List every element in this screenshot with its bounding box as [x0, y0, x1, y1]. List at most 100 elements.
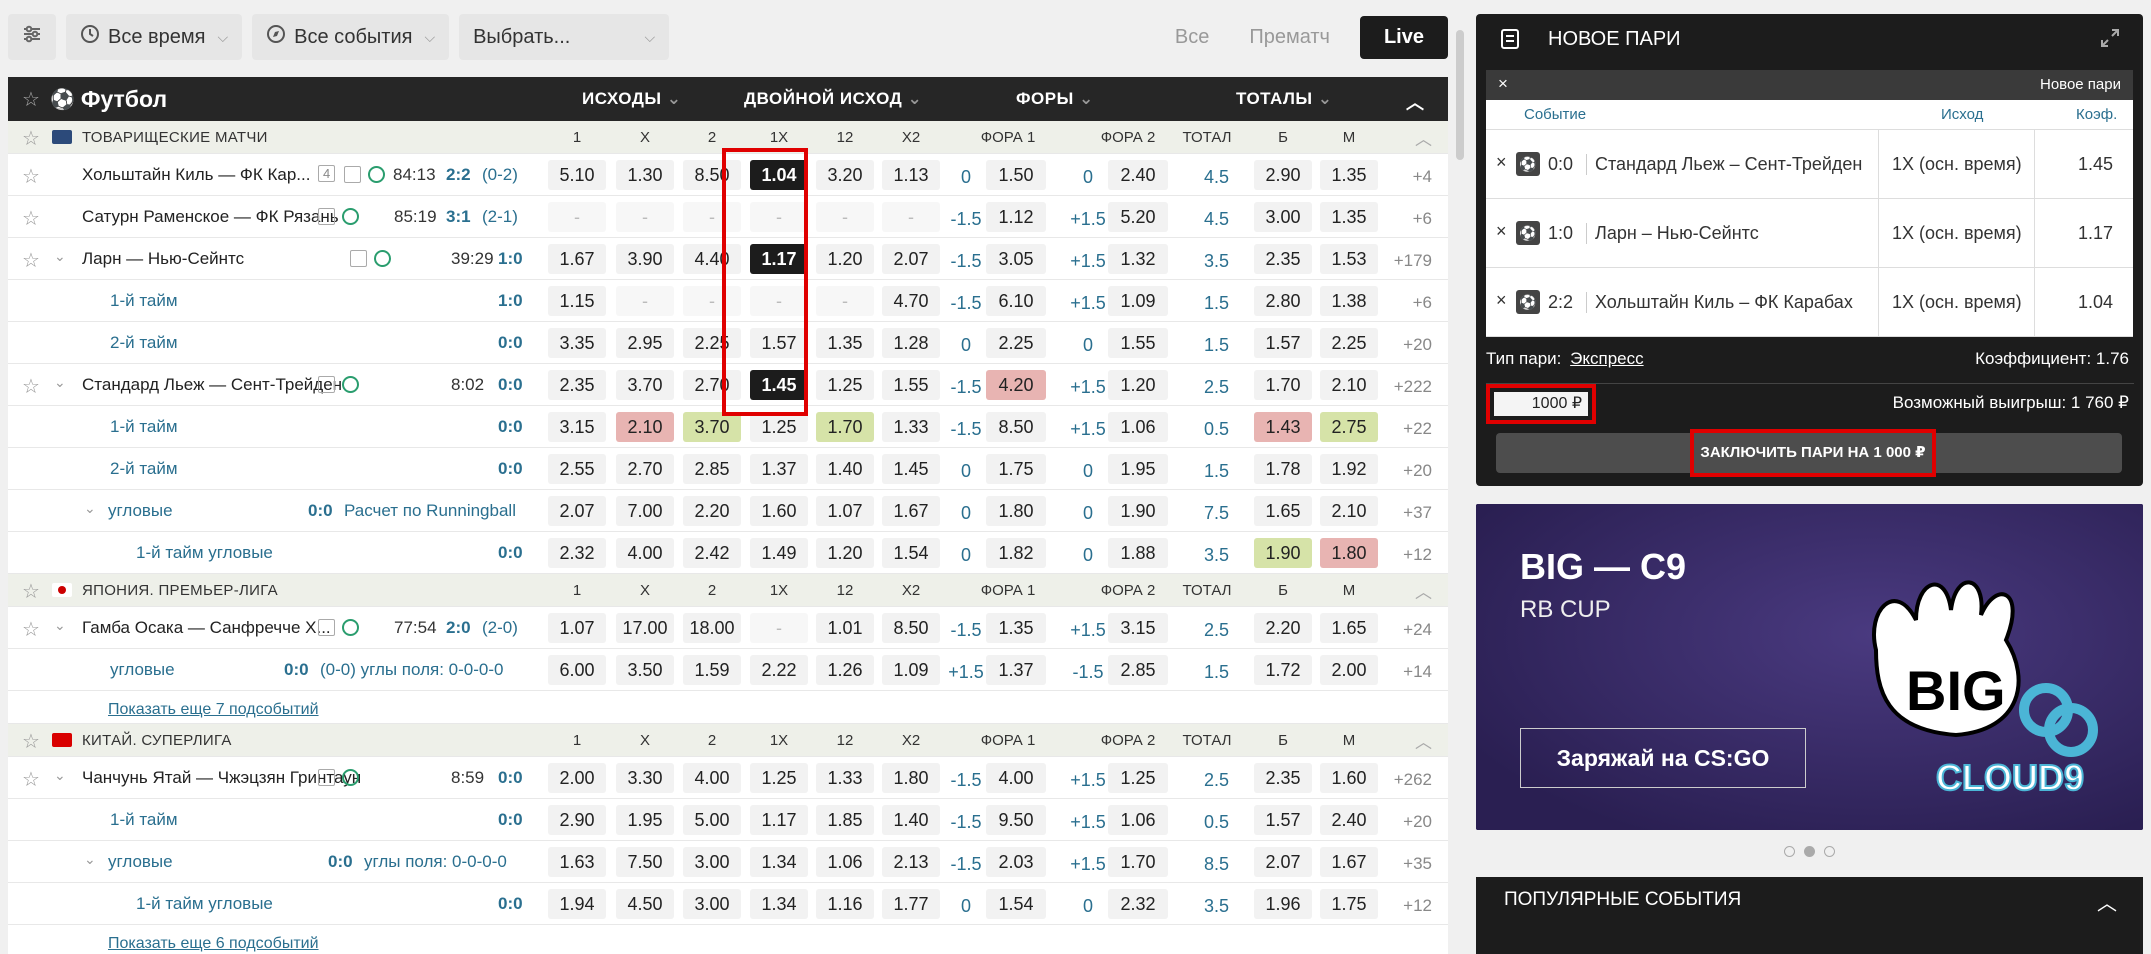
odds-cell[interactable]: 1.04: [750, 160, 808, 190]
odds-cell[interactable]: 1.07: [816, 496, 874, 526]
odds-cell[interactable]: 2.85: [1108, 655, 1168, 685]
chevron-down-icon[interactable]: ⌄: [54, 248, 66, 264]
odds-cell[interactable]: 3.00: [683, 847, 741, 877]
more-markets-count[interactable]: +262: [1393, 770, 1432, 789]
odds-cell[interactable]: 2.20: [1254, 613, 1312, 643]
odds-cell[interactable]: 1.06: [816, 847, 874, 877]
event-name[interactable]: угловые: [108, 852, 173, 871]
market-double[interactable]: ДВОЙНОЙ ИСХОД ⌄: [744, 89, 923, 108]
odds-cell[interactable]: 18.00: [683, 613, 741, 643]
more-markets-count[interactable]: +6: [1412, 293, 1432, 312]
more-markets-count[interactable]: +12: [1403, 896, 1432, 915]
stats-icon[interactable]: [318, 208, 335, 225]
odds-cell[interactable]: 2.55: [548, 454, 606, 484]
odds-cell[interactable]: 1.26: [816, 655, 874, 685]
event-name[interactable]: 1-й тайм: [110, 417, 178, 436]
star-icon[interactable]: ☆: [22, 250, 40, 272]
remove-icon[interactable]: ×: [1496, 290, 1507, 310]
star-icon[interactable]: ☆: [22, 88, 40, 111]
odds-cell[interactable]: 1.37: [986, 655, 1046, 685]
more-markets-count[interactable]: +35: [1403, 854, 1432, 873]
tab-all[interactable]: Все: [1174, 25, 1210, 48]
promo-banner[interactable]: BIG — C9 RB CUP Заряжай на CS:GO BIG CLO…: [1476, 504, 2143, 830]
more-markets-count[interactable]: +22: [1403, 419, 1432, 438]
odds-cell[interactable]: 1.40: [816, 454, 874, 484]
odds-cell[interactable]: 1.33: [816, 763, 874, 793]
stats-icon[interactable]: [318, 619, 335, 636]
remove-icon[interactable]: ×: [1496, 152, 1507, 172]
more-markets-count[interactable]: +179: [1393, 251, 1432, 270]
close-icon[interactable]: ×: [1498, 74, 1508, 93]
odds-cell[interactable]: 3.70: [683, 412, 741, 442]
odds-cell[interactable]: 2.32: [1108, 889, 1168, 919]
odds-cell[interactable]: 1.80: [986, 496, 1046, 526]
odds-cell[interactable]: 4.00: [986, 763, 1046, 793]
time-filter-dropdown[interactable]: Все время ⌵: [66, 14, 243, 60]
event-name[interactable]: 1-й тайм: [110, 291, 178, 310]
odds-cell[interactable]: 1.07: [548, 613, 606, 643]
odds-cell[interactable]: 1.20: [816, 538, 874, 568]
odds-cell[interactable]: 7.50: [616, 847, 674, 877]
star-icon[interactable]: ☆: [22, 128, 40, 150]
chevron-down-icon[interactable]: ⌄: [54, 767, 66, 783]
odds-cell[interactable]: 2.40: [1320, 805, 1378, 835]
odds-cell[interactable]: 1.20: [1108, 370, 1168, 400]
odds-cell[interactable]: 1.12: [986, 202, 1046, 232]
odds-cell[interactable]: 1.50: [986, 160, 1046, 190]
odds-cell[interactable]: 6.00: [548, 655, 606, 685]
odds-cell[interactable]: 1.25: [750, 412, 808, 442]
odds-cell[interactable]: 2.25: [683, 328, 741, 358]
event-name[interactable]: Ларн — Нью-Сейнтс: [82, 249, 245, 268]
more-markets-count[interactable]: +14: [1403, 662, 1432, 681]
odds-cell[interactable]: 1.17: [750, 244, 808, 274]
odds-cell[interactable]: 1.33: [882, 412, 940, 442]
odds-cell[interactable]: 1.55: [1108, 328, 1168, 358]
odds-cell[interactable]: 1.67: [548, 244, 606, 274]
market-outcomes[interactable]: ИСХОДЫ ⌄: [582, 89, 682, 108]
odds-cell[interactable]: 2.70: [616, 454, 674, 484]
event-name[interactable]: Хольштайн Киль — ФК Кар...: [82, 165, 311, 184]
more-markets-count[interactable]: +20: [1403, 812, 1432, 831]
odds-cell[interactable]: 2.10: [1320, 370, 1378, 400]
odds-cell[interactable]: 1.37: [750, 454, 808, 484]
odds-cell[interactable]: 1.67: [882, 496, 940, 526]
more-markets-count[interactable]: +6: [1412, 209, 1432, 228]
odds-cell[interactable]: 2.90: [548, 805, 606, 835]
odds-cell[interactable]: 1.70: [1254, 370, 1312, 400]
star-icon[interactable]: ☆: [22, 581, 40, 603]
tab-prematch[interactable]: Прематч: [1249, 25, 1330, 48]
odds-cell[interactable]: 2.07: [548, 496, 606, 526]
odds-cell[interactable]: 1.32: [1108, 244, 1168, 274]
star-icon[interactable]: ☆: [22, 731, 40, 753]
odds-cell[interactable]: 1.67: [1320, 847, 1378, 877]
odds-cell[interactable]: 2.80: [1254, 286, 1312, 316]
odds-cell[interactable]: 1.35: [986, 613, 1046, 643]
event-name[interactable]: Сатурн Раменское — ФК Рязань: [82, 207, 339, 226]
odds-cell[interactable]: 2.00: [1320, 655, 1378, 685]
odds-cell[interactable]: 3.05: [986, 244, 1046, 274]
odds-cell[interactable]: 1.09: [1108, 286, 1168, 316]
odds-cell[interactable]: 2.25: [1320, 328, 1378, 358]
collapse-icon[interactable]: ︿: [1415, 130, 1432, 149]
odds-cell[interactable]: 1.57: [1254, 805, 1312, 835]
show-more-link[interactable]: Показать еще 6 подсобытий: [108, 935, 319, 952]
odds-cell[interactable]: 4.70: [882, 286, 940, 316]
odds-cell[interactable]: 5.20: [1108, 202, 1168, 232]
odds-cell[interactable]: 1.06: [1108, 805, 1168, 835]
odds-cell[interactable]: 5.00: [683, 805, 741, 835]
odds-cell[interactable]: 1.80: [1320, 538, 1378, 568]
odds-cell[interactable]: 4.20: [986, 370, 1046, 400]
odds-cell[interactable]: 1.57: [1254, 328, 1312, 358]
event-name[interactable]: 2-й тайм: [110, 333, 178, 352]
odds-cell[interactable]: 1.20: [816, 244, 874, 274]
odds-cell[interactable]: 1.17: [750, 805, 808, 835]
odds-cell[interactable]: 4.40: [683, 244, 741, 274]
odds-cell[interactable]: 2.10: [1320, 496, 1378, 526]
market-handicap[interactable]: ФОРЫ ⌄: [1016, 89, 1094, 108]
chevron-down-icon[interactable]: ⌄: [54, 617, 66, 633]
carousel-dot-active[interactable]: [1804, 846, 1815, 857]
star-icon[interactable]: ☆: [22, 166, 40, 188]
odds-cell[interactable]: 5.10: [548, 160, 606, 190]
collapse-icon[interactable]: ︿: [1415, 583, 1432, 602]
odds-cell[interactable]: 1.16: [816, 889, 874, 919]
